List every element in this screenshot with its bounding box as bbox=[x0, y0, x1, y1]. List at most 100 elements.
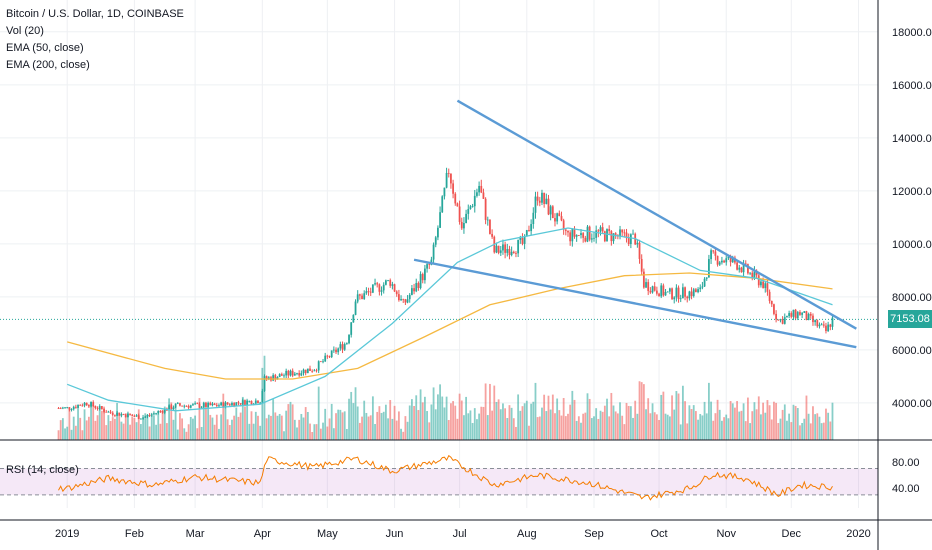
volume-bar bbox=[267, 414, 270, 440]
candle-body bbox=[272, 375, 275, 381]
legend-volume[interactable]: Vol (20) bbox=[6, 25, 44, 37]
rsi-label[interactable]: RSI (14, close) bbox=[6, 464, 79, 476]
candle-body bbox=[486, 219, 489, 221]
volume-bar bbox=[159, 423, 162, 440]
volume-bar bbox=[471, 423, 474, 440]
volume-bar bbox=[512, 418, 515, 440]
volume-bar bbox=[647, 398, 650, 440]
volume-bar bbox=[510, 407, 513, 440]
candle-body bbox=[760, 281, 762, 286]
candle-body bbox=[803, 311, 806, 313]
volume-bar bbox=[764, 412, 767, 440]
candle-body bbox=[675, 287, 678, 298]
candle-body bbox=[376, 283, 379, 285]
volume-bar bbox=[213, 424, 216, 440]
candle-body bbox=[70, 409, 73, 410]
candle-body bbox=[460, 221, 463, 229]
volume-bar bbox=[486, 415, 489, 440]
candle-body bbox=[105, 411, 108, 413]
candle-body bbox=[523, 236, 526, 244]
volume-bar bbox=[773, 401, 775, 440]
candle-body bbox=[61, 407, 64, 409]
legend-ema200[interactable]: EMA (200, close) bbox=[6, 59, 90, 71]
volume-bar bbox=[640, 382, 643, 440]
candle-body bbox=[495, 245, 498, 253]
candle-body bbox=[98, 406, 101, 409]
volume-bar bbox=[185, 431, 188, 440]
volume-bar bbox=[426, 411, 428, 440]
volume-bar bbox=[354, 387, 357, 440]
volume-bar bbox=[829, 421, 832, 440]
volume-bar bbox=[742, 403, 745, 440]
volume-bar bbox=[252, 423, 255, 440]
volume-bar bbox=[580, 422, 582, 440]
volume-bar bbox=[712, 420, 715, 440]
candle-body bbox=[265, 376, 268, 379]
volume-bar bbox=[161, 409, 164, 440]
volume-bar bbox=[384, 404, 387, 440]
volume-bar bbox=[378, 406, 381, 440]
candle-body bbox=[179, 403, 181, 406]
candle-body bbox=[796, 312, 799, 319]
volume-bars bbox=[57, 355, 834, 440]
candle-body bbox=[569, 232, 572, 242]
volume-bar bbox=[371, 396, 374, 440]
candle-body bbox=[593, 237, 595, 239]
candle-body bbox=[469, 206, 472, 210]
volume-bar bbox=[606, 398, 608, 440]
volume-bar bbox=[183, 428, 186, 440]
candle-body bbox=[116, 412, 118, 416]
candle-body bbox=[534, 196, 537, 213]
candle-body bbox=[378, 284, 381, 292]
candle-body bbox=[766, 283, 769, 292]
legend-ema50[interactable]: EMA (50, close) bbox=[6, 42, 84, 54]
candle-body bbox=[404, 299, 407, 303]
candle-body bbox=[768, 291, 771, 301]
candle-body bbox=[311, 370, 314, 372]
candle-body bbox=[454, 193, 457, 204]
candle-body bbox=[515, 252, 517, 254]
volume-bar bbox=[224, 406, 227, 440]
volume-bar bbox=[413, 405, 415, 440]
volume-bar bbox=[484, 383, 487, 440]
candle-body bbox=[207, 402, 210, 407]
volume-bar bbox=[816, 413, 819, 440]
candle-body bbox=[551, 206, 554, 219]
candle-body bbox=[783, 317, 786, 324]
candle-body bbox=[521, 237, 524, 244]
candle-body bbox=[484, 198, 487, 220]
candle-body bbox=[584, 237, 587, 242]
candle-body bbox=[764, 283, 767, 289]
candle-body bbox=[194, 403, 197, 405]
candle-body bbox=[590, 238, 593, 240]
candle-body bbox=[714, 251, 717, 256]
candle-body bbox=[818, 324, 821, 327]
candle-body bbox=[727, 256, 730, 259]
candle-body bbox=[512, 251, 515, 253]
volume-bar bbox=[155, 424, 157, 440]
candle-body bbox=[133, 415, 136, 417]
volume-bar bbox=[393, 405, 396, 440]
volume-bar bbox=[111, 417, 114, 440]
volume-bar bbox=[554, 413, 556, 440]
candle-body bbox=[716, 255, 719, 265]
volume-bar bbox=[786, 420, 788, 440]
volume-bar bbox=[701, 415, 704, 440]
volume-bar bbox=[668, 416, 671, 440]
volume-bar bbox=[198, 398, 201, 440]
candle-body bbox=[697, 289, 699, 293]
candle-body bbox=[107, 411, 110, 413]
price-tick-label: 14000.00 bbox=[892, 133, 932, 145]
candle-body bbox=[140, 418, 142, 420]
candle-body bbox=[458, 206, 461, 222]
candle-body bbox=[309, 368, 311, 371]
volume-bar bbox=[506, 417, 509, 440]
candle-body bbox=[456, 203, 459, 207]
candle-body bbox=[692, 289, 695, 297]
volume-bar bbox=[699, 413, 702, 440]
volume-bar bbox=[538, 416, 541, 440]
volume-bar bbox=[447, 420, 450, 440]
volume-bar bbox=[499, 409, 502, 440]
candle-body bbox=[740, 267, 743, 273]
